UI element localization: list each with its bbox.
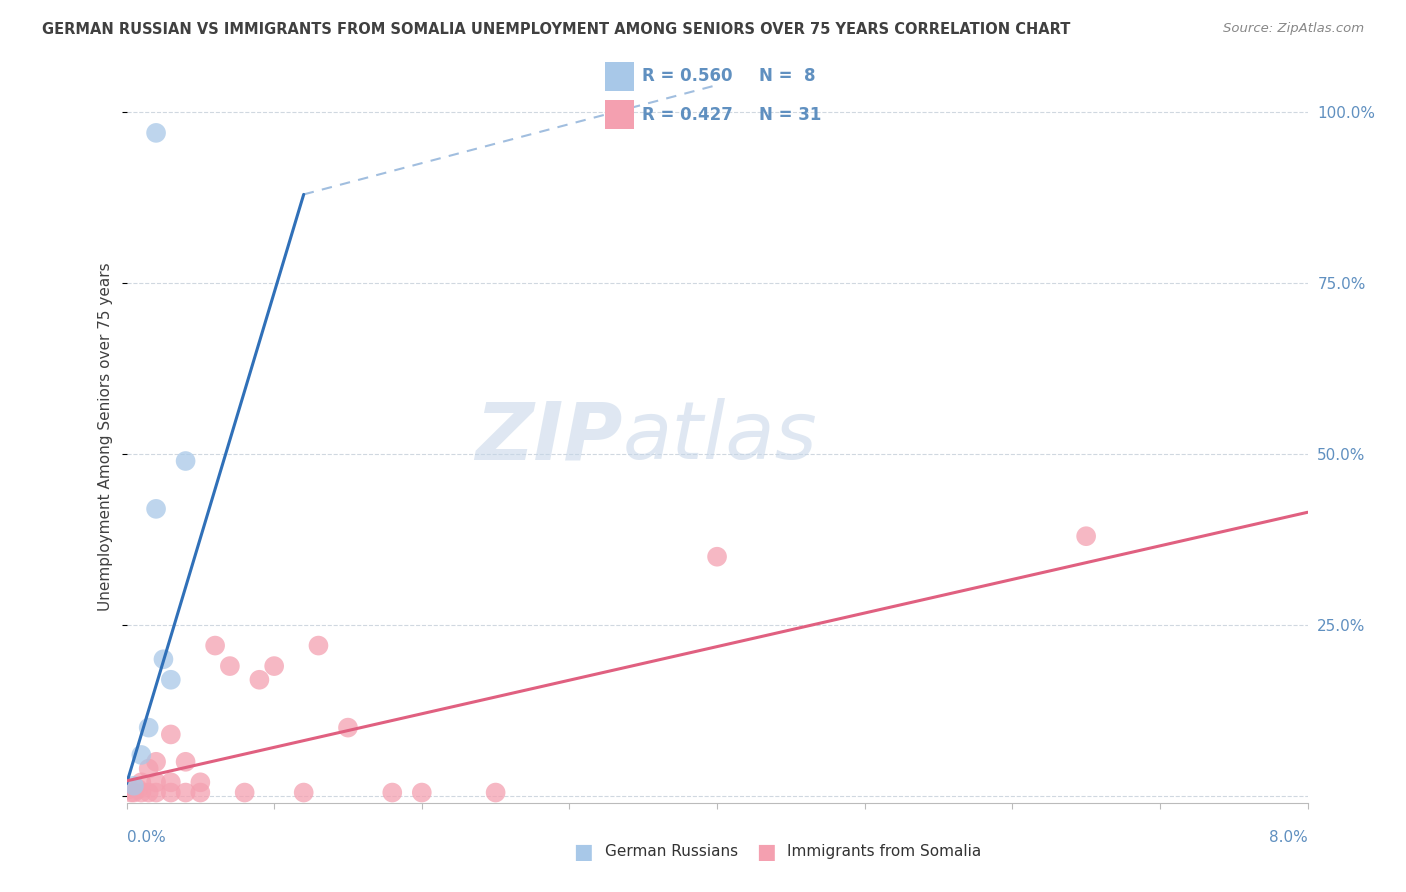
Point [127, 782, 149, 797]
Point [160, 775, 183, 789]
Point [204, 639, 226, 653]
Point [129, 775, 153, 789]
Point [118, 782, 141, 797]
Point [307, 639, 329, 653]
Text: R = 0.427: R = 0.427 [641, 105, 733, 123]
Point [411, 786, 433, 800]
Text: 0.0%: 0.0% [127, 830, 166, 845]
Text: ■: ■ [574, 842, 593, 862]
Text: R = 0.560: R = 0.560 [641, 68, 733, 86]
Point [138, 721, 160, 735]
FancyBboxPatch shape [606, 62, 634, 91]
Point [160, 727, 183, 741]
Point [122, 779, 145, 793]
Point [484, 786, 508, 800]
Point [337, 721, 360, 735]
Point [160, 673, 183, 687]
FancyBboxPatch shape [606, 100, 634, 129]
Point [174, 755, 197, 769]
Point [1076, 529, 1098, 543]
Point [381, 786, 404, 800]
Text: German Russians: German Russians [605, 845, 738, 859]
Point [145, 775, 167, 789]
Point [219, 659, 242, 673]
Point [174, 786, 197, 800]
Point [174, 454, 197, 468]
Text: 8.0%: 8.0% [1268, 830, 1308, 845]
Point [152, 652, 174, 666]
Text: ZIP: ZIP [475, 398, 623, 476]
Point [145, 755, 167, 769]
Point [188, 786, 211, 800]
Text: GERMAN RUSSIAN VS IMMIGRANTS FROM SOMALIA UNEMPLOYMENT AMONG SENIORS OVER 75 YEA: GERMAN RUSSIAN VS IMMIGRANTS FROM SOMALI… [42, 22, 1070, 37]
Point [145, 126, 167, 140]
Point [188, 775, 211, 789]
Text: N = 31: N = 31 [759, 105, 821, 123]
Text: Source: ZipAtlas.com: Source: ZipAtlas.com [1223, 22, 1364, 36]
Point [138, 762, 160, 776]
Point [129, 786, 153, 800]
Point [129, 747, 153, 762]
Y-axis label: Unemployment Among Seniors over 75 years: Unemployment Among Seniors over 75 years [98, 263, 114, 611]
Point [145, 501, 167, 516]
Text: Immigrants from Somalia: Immigrants from Somalia [787, 845, 981, 859]
Point [263, 659, 285, 673]
Point [138, 786, 160, 800]
Point [247, 673, 270, 687]
Point [120, 786, 142, 800]
Text: ■: ■ [756, 842, 776, 862]
Point [292, 786, 315, 800]
Point [145, 786, 167, 800]
Point [122, 786, 145, 800]
Point [160, 786, 183, 800]
Point [706, 549, 728, 564]
Text: N =  8: N = 8 [759, 68, 815, 86]
Text: atlas: atlas [623, 398, 817, 476]
Point [233, 786, 256, 800]
